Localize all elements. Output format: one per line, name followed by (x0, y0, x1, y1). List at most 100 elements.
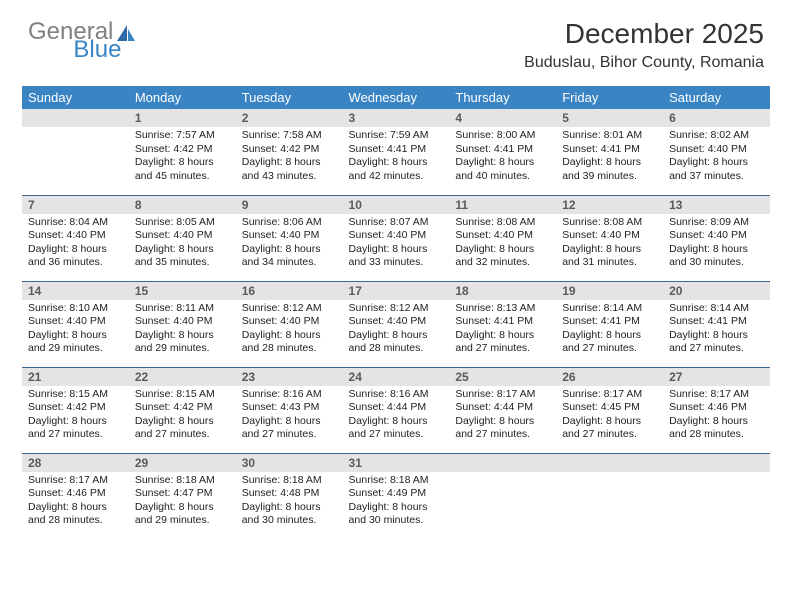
day-cell: 31Sunrise: 8:18 AMSunset: 4:49 PMDayligh… (343, 453, 450, 539)
day-number: 12 (556, 196, 663, 214)
day-detail: Sunrise: 7:57 AMSunset: 4:42 PMDaylight:… (129, 127, 236, 188)
week-row: 21Sunrise: 8:15 AMSunset: 4:42 PMDayligh… (22, 367, 770, 453)
day-number: 18 (449, 282, 556, 300)
daylight-line: Daylight: 8 hours and 27 minutes. (349, 415, 444, 442)
day-cell: 3Sunrise: 7:59 AMSunset: 4:41 PMDaylight… (343, 109, 450, 195)
daylight-line: Daylight: 8 hours and 34 minutes. (242, 243, 337, 270)
day-cell: 5Sunrise: 8:01 AMSunset: 4:41 PMDaylight… (556, 109, 663, 195)
day-cell: 22Sunrise: 8:15 AMSunset: 4:42 PMDayligh… (129, 367, 236, 453)
sunset-line: Sunset: 4:40 PM (669, 229, 764, 243)
day-detail: Sunrise: 8:18 AMSunset: 4:48 PMDaylight:… (236, 472, 343, 533)
sunrise-line: Sunrise: 7:59 AM (349, 129, 444, 143)
day-cell: 8Sunrise: 8:05 AMSunset: 4:40 PMDaylight… (129, 195, 236, 281)
day-number: 7 (22, 196, 129, 214)
day-cell: 1Sunrise: 7:57 AMSunset: 4:42 PMDaylight… (129, 109, 236, 195)
sunset-line: Sunset: 4:40 PM (135, 315, 230, 329)
day-detail: Sunrise: 8:09 AMSunset: 4:40 PMDaylight:… (663, 214, 770, 275)
sunset-line: Sunset: 4:42 PM (28, 401, 123, 415)
daylight-line: Daylight: 8 hours and 27 minutes. (562, 415, 657, 442)
day-number: 19 (556, 282, 663, 300)
daylight-line: Daylight: 8 hours and 28 minutes. (242, 329, 337, 356)
day-detail: Sunrise: 8:08 AMSunset: 4:40 PMDaylight:… (449, 214, 556, 275)
day-cell: 26Sunrise: 8:17 AMSunset: 4:45 PMDayligh… (556, 367, 663, 453)
week-row: 28Sunrise: 8:17 AMSunset: 4:46 PMDayligh… (22, 453, 770, 539)
sunrise-line: Sunrise: 8:16 AM (349, 388, 444, 402)
daylight-line: Daylight: 8 hours and 36 minutes. (28, 243, 123, 270)
day-number: 9 (236, 196, 343, 214)
day-header: Friday (556, 86, 663, 109)
day-detail: Sunrise: 8:06 AMSunset: 4:40 PMDaylight:… (236, 214, 343, 275)
sunrise-line: Sunrise: 7:58 AM (242, 129, 337, 143)
sunset-line: Sunset: 4:41 PM (455, 315, 550, 329)
day-number: 10 (343, 196, 450, 214)
day-number: 22 (129, 368, 236, 386)
daylight-line: Daylight: 8 hours and 28 minutes. (669, 415, 764, 442)
day-detail: Sunrise: 8:16 AMSunset: 4:43 PMDaylight:… (236, 386, 343, 447)
daylight-line: Daylight: 8 hours and 40 minutes. (455, 156, 550, 183)
calendar-body: 1Sunrise: 7:57 AMSunset: 4:42 PMDaylight… (22, 109, 770, 539)
sunset-line: Sunset: 4:41 PM (669, 315, 764, 329)
day-cell: 18Sunrise: 8:13 AMSunset: 4:41 PMDayligh… (449, 281, 556, 367)
week-row: 1Sunrise: 7:57 AMSunset: 4:42 PMDaylight… (22, 109, 770, 195)
day-cell: 28Sunrise: 8:17 AMSunset: 4:46 PMDayligh… (22, 453, 129, 539)
sunset-line: Sunset: 4:40 PM (562, 229, 657, 243)
daylight-line: Daylight: 8 hours and 27 minutes. (669, 329, 764, 356)
sunrise-line: Sunrise: 8:15 AM (135, 388, 230, 402)
daylight-line: Daylight: 8 hours and 37 minutes. (669, 156, 764, 183)
sunrise-line: Sunrise: 8:02 AM (669, 129, 764, 143)
day-cell: 12Sunrise: 8:08 AMSunset: 4:40 PMDayligh… (556, 195, 663, 281)
day-detail: Sunrise: 8:14 AMSunset: 4:41 PMDaylight:… (663, 300, 770, 361)
day-cell (449, 453, 556, 539)
sunrise-line: Sunrise: 8:13 AM (455, 302, 550, 316)
daylight-line: Daylight: 8 hours and 27 minutes. (242, 415, 337, 442)
day-detail: Sunrise: 8:17 AMSunset: 4:46 PMDaylight:… (663, 386, 770, 447)
sunset-line: Sunset: 4:40 PM (242, 315, 337, 329)
day-detail: Sunrise: 8:18 AMSunset: 4:49 PMDaylight:… (343, 472, 450, 533)
day-number: 20 (663, 282, 770, 300)
sunset-line: Sunset: 4:41 PM (562, 143, 657, 157)
day-cell: 23Sunrise: 8:16 AMSunset: 4:43 PMDayligh… (236, 367, 343, 453)
day-header: Thursday (449, 86, 556, 109)
daylight-line: Daylight: 8 hours and 28 minutes. (28, 501, 123, 528)
day-cell: 24Sunrise: 8:16 AMSunset: 4:44 PMDayligh… (343, 367, 450, 453)
day-number: 16 (236, 282, 343, 300)
sunrise-line: Sunrise: 8:18 AM (242, 474, 337, 488)
daylight-line: Daylight: 8 hours and 35 minutes. (135, 243, 230, 270)
daylight-line: Daylight: 8 hours and 29 minutes. (28, 329, 123, 356)
day-cell: 27Sunrise: 8:17 AMSunset: 4:46 PMDayligh… (663, 367, 770, 453)
day-cell: 9Sunrise: 8:06 AMSunset: 4:40 PMDaylight… (236, 195, 343, 281)
sunrise-line: Sunrise: 8:08 AM (455, 216, 550, 230)
day-cell: 15Sunrise: 8:11 AMSunset: 4:40 PMDayligh… (129, 281, 236, 367)
day-cell: 21Sunrise: 8:15 AMSunset: 4:42 PMDayligh… (22, 367, 129, 453)
day-number: 3 (343, 109, 450, 127)
day-cell (22, 109, 129, 195)
day-number: 30 (236, 454, 343, 472)
day-cell: 13Sunrise: 8:09 AMSunset: 4:40 PMDayligh… (663, 195, 770, 281)
day-number: 29 (129, 454, 236, 472)
sunrise-line: Sunrise: 8:15 AM (28, 388, 123, 402)
day-number (22, 109, 129, 127)
day-number: 28 (22, 454, 129, 472)
sunrise-line: Sunrise: 8:14 AM (669, 302, 764, 316)
sunrise-line: Sunrise: 8:17 AM (669, 388, 764, 402)
sunrise-line: Sunrise: 8:00 AM (455, 129, 550, 143)
daylight-line: Daylight: 8 hours and 27 minutes. (455, 415, 550, 442)
sunset-line: Sunset: 4:42 PM (135, 143, 230, 157)
day-number: 4 (449, 109, 556, 127)
day-number: 17 (343, 282, 450, 300)
day-detail: Sunrise: 8:18 AMSunset: 4:47 PMDaylight:… (129, 472, 236, 533)
daylight-line: Daylight: 8 hours and 29 minutes. (135, 501, 230, 528)
sunrise-line: Sunrise: 8:14 AM (562, 302, 657, 316)
sunrise-line: Sunrise: 8:06 AM (242, 216, 337, 230)
page-header: General Blue December 2025 Buduslau, Bih… (0, 0, 792, 78)
daylight-line: Daylight: 8 hours and 27 minutes. (562, 329, 657, 356)
sunset-line: Sunset: 4:40 PM (349, 229, 444, 243)
sunset-line: Sunset: 4:46 PM (28, 487, 123, 501)
day-cell: 6Sunrise: 8:02 AMSunset: 4:40 PMDaylight… (663, 109, 770, 195)
title-block: December 2025 Buduslau, Bihor County, Ro… (524, 18, 764, 72)
day-detail: Sunrise: 8:10 AMSunset: 4:40 PMDaylight:… (22, 300, 129, 361)
day-number: 5 (556, 109, 663, 127)
day-detail: Sunrise: 7:58 AMSunset: 4:42 PMDaylight:… (236, 127, 343, 188)
sunset-line: Sunset: 4:44 PM (349, 401, 444, 415)
day-header: Sunday (22, 86, 129, 109)
